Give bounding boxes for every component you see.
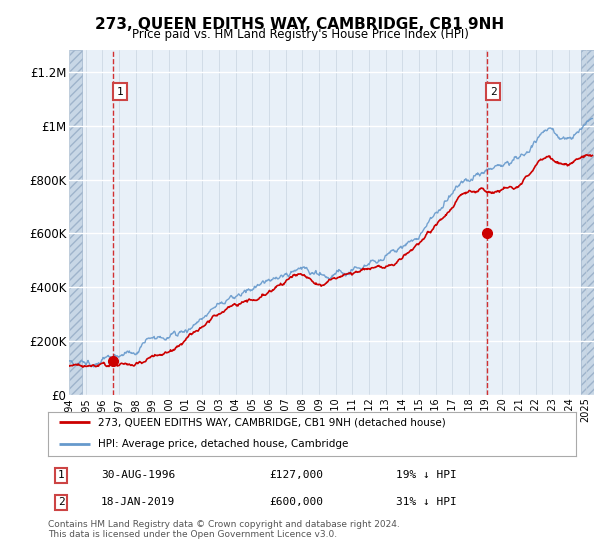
Text: Contains HM Land Registry data © Crown copyright and database right 2024.
This d: Contains HM Land Registry data © Crown c… <box>48 520 400 539</box>
Text: 1: 1 <box>58 470 65 480</box>
Text: Price paid vs. HM Land Registry's House Price Index (HPI): Price paid vs. HM Land Registry's House … <box>131 28 469 41</box>
Bar <box>581 50 594 395</box>
Text: 273, QUEEN EDITHS WAY, CAMBRIDGE, CB1 9NH (detached house): 273, QUEEN EDITHS WAY, CAMBRIDGE, CB1 9N… <box>98 417 446 427</box>
Bar <box>69 50 82 395</box>
Text: 30-AUG-1996: 30-AUG-1996 <box>101 470 175 480</box>
Text: 2: 2 <box>490 87 497 97</box>
Text: HPI: Average price, detached house, Cambridge: HPI: Average price, detached house, Camb… <box>98 439 349 449</box>
Text: 31% ↓ HPI: 31% ↓ HPI <box>397 497 457 507</box>
Text: 19% ↓ HPI: 19% ↓ HPI <box>397 470 457 480</box>
Text: £127,000: £127,000 <box>270 470 324 480</box>
Text: 18-JAN-2019: 18-JAN-2019 <box>101 497 175 507</box>
Text: £600,000: £600,000 <box>270 497 324 507</box>
Text: 2: 2 <box>58 497 65 507</box>
Text: 273, QUEEN EDITHS WAY, CAMBRIDGE, CB1 9NH: 273, QUEEN EDITHS WAY, CAMBRIDGE, CB1 9N… <box>95 17 505 32</box>
Text: 1: 1 <box>116 87 124 97</box>
